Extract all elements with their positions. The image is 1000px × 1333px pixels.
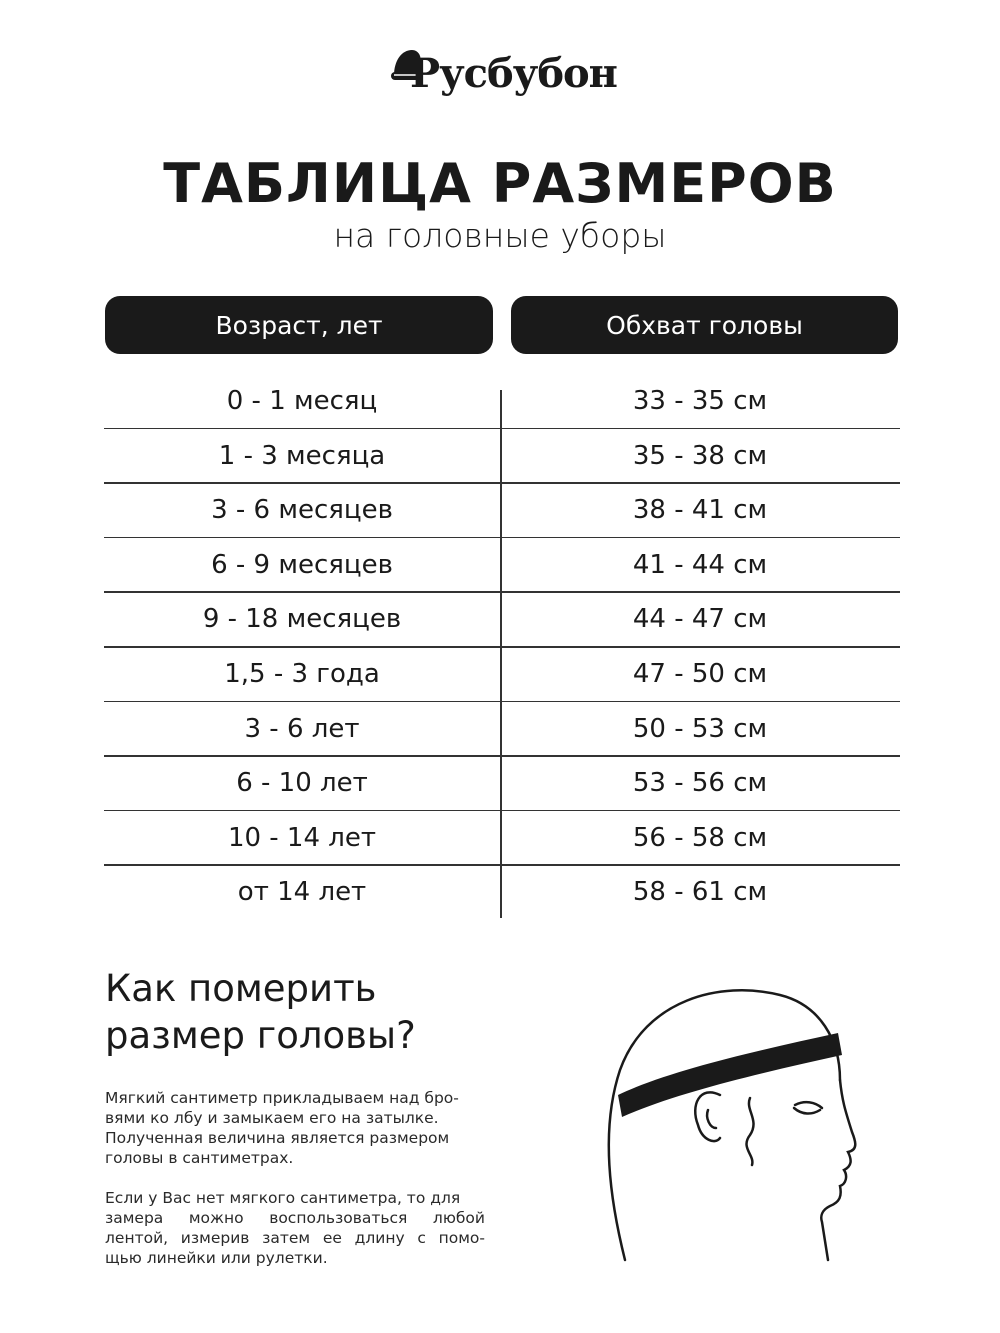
age-cell: 6 - 9 месяцев <box>211 549 393 580</box>
row-separator <box>104 700 900 703</box>
text-line: замера можно воспользоваться любой <box>105 1209 485 1227</box>
age-cell: 1,5 - 3 года <box>224 659 380 689</box>
measuring-tape <box>618 1033 842 1117</box>
age-cell: 0 - 1 месяц <box>226 386 378 416</box>
howto-heading: Как померить размер головы? <box>105 965 416 1059</box>
brand-logo: Русбубон <box>388 46 628 106</box>
text-line: щью линейки или рулетки. <box>105 1249 328 1267</box>
row-separator <box>104 646 900 648</box>
circumference-cell: 44 - 47 см <box>632 604 768 635</box>
circumference-cell: 53 - 56 см <box>632 768 768 799</box>
header-age: Возраст, лет <box>105 296 493 354</box>
logo-text: Русбубон <box>410 50 618 97</box>
page-title: ТАБЛИЦА РАЗМЕРОВ <box>163 152 837 215</box>
row-separator <box>104 591 900 593</box>
hat-icon <box>391 50 423 80</box>
circumference-cell: 47 - 50 см <box>632 659 768 689</box>
text-line: лентой, измерив затем ее длину с помо- <box>105 1229 485 1247</box>
age-cell: от 14 лет <box>237 877 367 908</box>
circumference-cell: 58 - 61 см <box>632 877 768 908</box>
circumference-cell: 35 - 38 см <box>632 440 768 471</box>
circumference-cell: 50 - 53 см <box>632 713 768 744</box>
age-cell: 1 - 3 месяца <box>218 440 386 471</box>
row-separator <box>104 864 900 866</box>
page-subtitle: на головные уборы <box>333 216 667 255</box>
head-measuring-illustration <box>607 989 857 1262</box>
age-cell: 6 - 10 лет <box>236 768 368 799</box>
howto-paragraph-1: Мягкий сантиметр прикладываем над бро- в… <box>105 1088 485 1168</box>
age-cell: 10 - 14 лет <box>227 822 377 853</box>
circumference-cell: 33 - 35 см <box>632 386 768 416</box>
howto-heading-line: размер головы? <box>105 1014 416 1057</box>
header-head-circumference: Обхват головы <box>511 296 898 354</box>
text-line: головы в сантиметрах. <box>105 1149 294 1167</box>
age-cell: 3 - 6 лет <box>244 713 360 744</box>
howto-paragraph-2: Если у Вас нет мягкого сантиметра, то дл… <box>105 1188 485 1268</box>
text-line: вями ко лбу и замыкаем его на затылке. <box>105 1109 439 1127</box>
row-separator <box>104 427 900 430</box>
column-divider <box>500 390 502 918</box>
text-line: Если у Вас нет мягкого сантиметра, то дл… <box>105 1189 461 1207</box>
text-line: Мягкий сантиметр прикладываем над бро- <box>105 1089 459 1107</box>
row-separator <box>104 755 900 757</box>
circumference-cell: 38 - 41 см <box>632 495 768 526</box>
age-cell: 9 - 18 месяцев <box>202 604 402 635</box>
row-separator <box>104 482 900 484</box>
text-line: Полученная величина является размером <box>105 1129 450 1147</box>
circumference-cell: 41 - 44 см <box>632 549 768 580</box>
circumference-cell: 56 - 58 см <box>632 822 768 853</box>
row-separator <box>104 536 900 539</box>
howto-heading-line: Как померить <box>105 967 377 1010</box>
age-cell: 3 - 6 месяцев <box>211 495 393 526</box>
row-separator <box>104 809 900 812</box>
